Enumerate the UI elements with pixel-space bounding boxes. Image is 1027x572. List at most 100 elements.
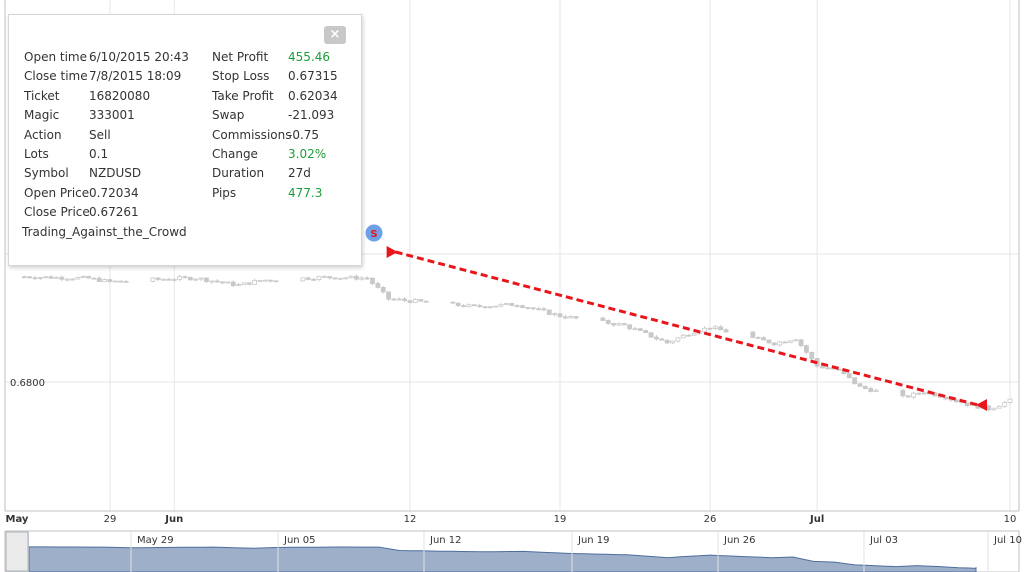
value-open-price: 0.72034 (89, 185, 139, 200)
candle-body (193, 278, 199, 281)
close-icon[interactable]: × (324, 26, 346, 44)
candle-body (798, 339, 804, 347)
candle-body (348, 275, 354, 279)
label-pips: Pips (212, 185, 237, 200)
candle-body (873, 389, 879, 392)
x-tick-label: Jul (809, 514, 824, 525)
candle-body (868, 388, 874, 392)
exit-arrow (976, 399, 987, 411)
candle-body (611, 323, 616, 326)
candle-body (568, 316, 574, 319)
candle-body (423, 300, 429, 303)
candle-body (375, 283, 381, 288)
candle-body (718, 326, 724, 331)
candle-body (64, 278, 70, 281)
candle-body (862, 385, 868, 389)
candle-body (852, 377, 858, 385)
value-take-profit: 0.62034 (288, 88, 338, 103)
candle-body (220, 281, 225, 284)
candle-body (707, 327, 713, 330)
value-close-price: 0.67261 (89, 205, 139, 220)
candle-body (771, 342, 777, 346)
candle-body (354, 275, 359, 280)
value-net-profit: 455.46 (288, 50, 330, 64)
label-ticket: Ticket (24, 88, 60, 103)
label-net-profit: Net Profit (212, 50, 269, 64)
candle-body (600, 317, 606, 321)
candle-body (520, 305, 525, 308)
candle-body (1002, 402, 1008, 407)
sell-marker-label: S (370, 229, 377, 240)
trade-tooltip: × Open time 6/10/2015 20:43 Close time 7/8… (8, 14, 362, 266)
candle-body (836, 368, 841, 371)
navigator-tick-label: May 29 (137, 535, 174, 546)
candle-body (493, 305, 499, 308)
x-tick-label: 26 (704, 514, 717, 525)
candle-body (632, 328, 638, 331)
label-action: Action (24, 127, 62, 142)
navigator[interactable]: May 29 Jun 05 Jun 12 Jun 19 Jun 26 Jul 03 Jul … (4, 530, 1022, 572)
candle-body (916, 392, 922, 395)
candle-body (659, 338, 665, 341)
value-swap: -21.093 (288, 108, 335, 123)
candle-body (943, 396, 949, 400)
candle-body (477, 305, 483, 308)
label-close-price: Close Price (24, 205, 90, 220)
value-commissions: -0.75 (288, 127, 320, 142)
candle-body (370, 277, 375, 284)
candle-body (107, 279, 113, 282)
candle-body (171, 278, 177, 281)
candle-body (402, 298, 408, 301)
candle-body (386, 291, 391, 300)
candle-body (911, 392, 916, 398)
candle-body (755, 337, 761, 339)
candle-body (177, 276, 183, 280)
candle-body (337, 277, 343, 280)
candle-body (857, 383, 863, 387)
candle-body (1007, 398, 1013, 404)
trade-line (395, 250, 979, 407)
value-duration: 27d (288, 166, 311, 181)
candle-body (637, 328, 643, 331)
candle-body (316, 276, 322, 280)
candle-body (166, 278, 172, 281)
label-symbol: Symbol (24, 166, 69, 181)
candle-body (455, 302, 461, 307)
value-change: 3.02% (288, 146, 327, 161)
candle-body (198, 277, 204, 280)
candle-body (766, 339, 772, 344)
navigator-tick-label: Jun 26 (723, 535, 756, 546)
candle-body (257, 279, 263, 282)
candle-body (225, 281, 231, 284)
candle-body (782, 341, 788, 344)
candle-body (380, 287, 386, 293)
candle-body (530, 307, 536, 310)
candle-body (954, 399, 959, 403)
candle-body (546, 309, 552, 315)
candle-body (182, 276, 188, 279)
candle-body (804, 345, 809, 353)
candle-body (825, 367, 831, 370)
candle-body (514, 305, 520, 308)
navigator-tick-label: Jun 12 (429, 535, 462, 546)
candle-body (686, 334, 691, 337)
candle-body (562, 316, 568, 319)
candle-body (509, 303, 515, 307)
candle-body (327, 276, 333, 279)
strategy-name: Trading_Against_the_Crowd (22, 225, 187, 239)
candle-body (846, 373, 852, 379)
candle-body (91, 277, 97, 280)
entry-arrow (386, 246, 398, 258)
y-axis: 0.6800 (10, 378, 45, 389)
candle-body (573, 316, 579, 319)
navigator-tick-label: Jun 05 (283, 535, 316, 546)
candle-body (702, 327, 708, 333)
candle-body (761, 337, 766, 341)
value-close-time: 7/8/2015 18:09 (89, 69, 182, 84)
candle-body (54, 276, 59, 279)
candle-body (214, 280, 220, 283)
x-axis: May 29 Jun 12 19 26 Jul 10 (6, 514, 1017, 525)
y-tick-label: 0.6800 (10, 378, 45, 389)
candle-body (412, 299, 418, 303)
candle-body (750, 331, 756, 338)
